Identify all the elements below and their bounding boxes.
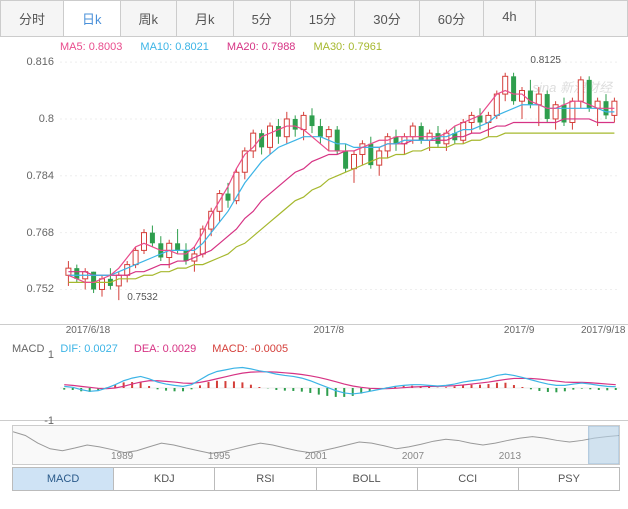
x-tick-label: 2017/9 [504, 325, 535, 336]
candlestick-chart[interactable]: sina 新浪财经 0.8160.80.7840.7680.752 0.7532… [0, 55, 628, 325]
ma30-label: MA30: [313, 41, 345, 53]
indicator-tabs: MACDKDJRSIBOLLCCIPSY [12, 467, 620, 491]
timeframe-tab[interactable]: 30分 [355, 1, 419, 36]
indicator-tab[interactable]: PSY [519, 468, 619, 490]
macd-legend: MACD DIF: 0.0027 DEA: 0.0029 MACD: -0.00… [0, 341, 628, 355]
timeframe-tab[interactable]: 60分 [420, 1, 484, 36]
y-tick-label: 0.816 [26, 56, 54, 68]
ma10-val: 0.8021 [175, 41, 209, 53]
ma30-val: 0.7961 [348, 41, 382, 53]
timeframe-tab[interactable]: 4h [484, 1, 535, 36]
overview-year-label: 2013 [499, 451, 521, 462]
x-axis: 2017/6/182017/82017/92017/9/18 [60, 325, 620, 341]
overview-scrubber[interactable]: 1989 1995 2001 2007 2013 [12, 425, 620, 465]
timeframe-tabs: 分时日k周k月k5分15分30分60分4h [0, 0, 628, 37]
ma10-label: MA10: [140, 41, 172, 53]
x-tick-label: 2017/9/18 [581, 325, 626, 336]
y-tick-label: 0.8 [39, 113, 54, 125]
ma20-val: 0.7988 [262, 41, 296, 53]
overview-year-label: 1995 [208, 451, 230, 462]
indicator-tab[interactable]: KDJ [114, 468, 215, 490]
y-tick-label: 0.752 [26, 283, 54, 295]
y-axis: 0.816 0.8 0.784 0.768 0.752 [0, 55, 60, 324]
timeframe-tab[interactable]: 周k [121, 1, 178, 36]
timeframe-tab[interactable]: 月k [177, 1, 234, 36]
indicator-tab[interactable]: BOLL [317, 468, 418, 490]
overview-year-label: 1989 [111, 451, 133, 462]
x-tick-label: 2017/8 [314, 325, 345, 336]
x-tick-label: 2017/6/18 [66, 325, 111, 336]
macd-title: MACD [12, 343, 44, 355]
macd-y-tick: 1 [48, 349, 54, 361]
timeframe-tab[interactable]: 5分 [234, 1, 291, 36]
indicator-tab[interactable]: CCI [418, 468, 519, 490]
price-annotation: 0.7532 [127, 292, 158, 303]
indicator-tab[interactable]: RSI [215, 468, 316, 490]
ma-legend: MA5: 0.8003 MA10: 0.8021 MA20: 0.7988 MA… [0, 37, 628, 55]
timeframe-tab[interactable]: 日k [64, 1, 121, 36]
overview-year-label: 2007 [402, 451, 424, 462]
price-annotation: 0.8125 [530, 55, 561, 66]
overview-year-label: 2001 [305, 451, 327, 462]
timeframe-tab[interactable]: 15分 [291, 1, 355, 36]
macd-chart[interactable]: 1-1 [0, 355, 628, 421]
ma5-label: MA5: [60, 41, 86, 53]
macd-y-axis: 1-1 [0, 355, 60, 420]
macd-canvas [60, 355, 620, 421]
ma5-val: 0.8003 [89, 41, 123, 53]
timeframe-tab[interactable]: 分时 [1, 1, 64, 36]
ma20-label: MA20: [227, 41, 259, 53]
chart-canvas [60, 55, 620, 325]
y-tick-label: 0.784 [26, 170, 54, 182]
indicator-tab[interactable]: MACD [13, 468, 114, 490]
y-tick-label: 0.768 [26, 227, 54, 239]
